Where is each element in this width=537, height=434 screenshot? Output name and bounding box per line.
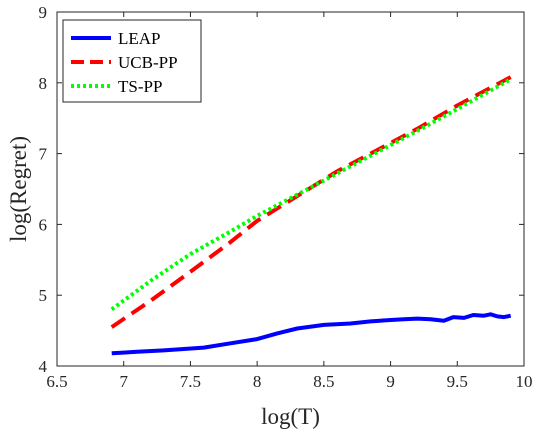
legend-box (62, 19, 202, 103)
y-tick-label: 5 (39, 286, 48, 305)
y-tick-label: 7 (39, 145, 48, 164)
y-tick-label: 8 (39, 74, 48, 93)
x-tick-label: 7.5 (180, 372, 201, 391)
y-tick-label: 6 (39, 215, 48, 234)
x-axis-label: log(T) (261, 404, 320, 429)
plot-frame (56, 11, 525, 367)
x-tick-label: 7 (119, 372, 128, 391)
series-line-ts-pp (110, 77, 512, 312)
axes-layer (56, 11, 525, 367)
x-tick-label: 8 (253, 372, 262, 391)
x-tick-label: 10 (516, 372, 533, 391)
x-tick-label: 9 (386, 372, 395, 391)
y-axis-label: log(Regret) (6, 136, 31, 242)
y-tick-label: 9 (39, 3, 48, 22)
legend-entry-label: LEAP (118, 29, 161, 48)
legend-entry-label: TS-PP (118, 77, 162, 96)
y-tick-label: 4 (39, 357, 48, 376)
series-layer (110, 75, 512, 356)
legend-entry-label: UCB-PP (118, 53, 178, 72)
ticks-layer: 6.5 7 7.5 8 8.5 9 9.5 10 4 5 6 7 8 9 (39, 3, 533, 391)
series-line-leap (111, 312, 512, 356)
x-tick-label: 8.5 (313, 372, 334, 391)
x-tick-label: 6.5 (46, 372, 67, 391)
x-tick-label: 9.5 (447, 372, 468, 391)
legend: LEAP UCB-PP TS-PP (62, 19, 202, 103)
